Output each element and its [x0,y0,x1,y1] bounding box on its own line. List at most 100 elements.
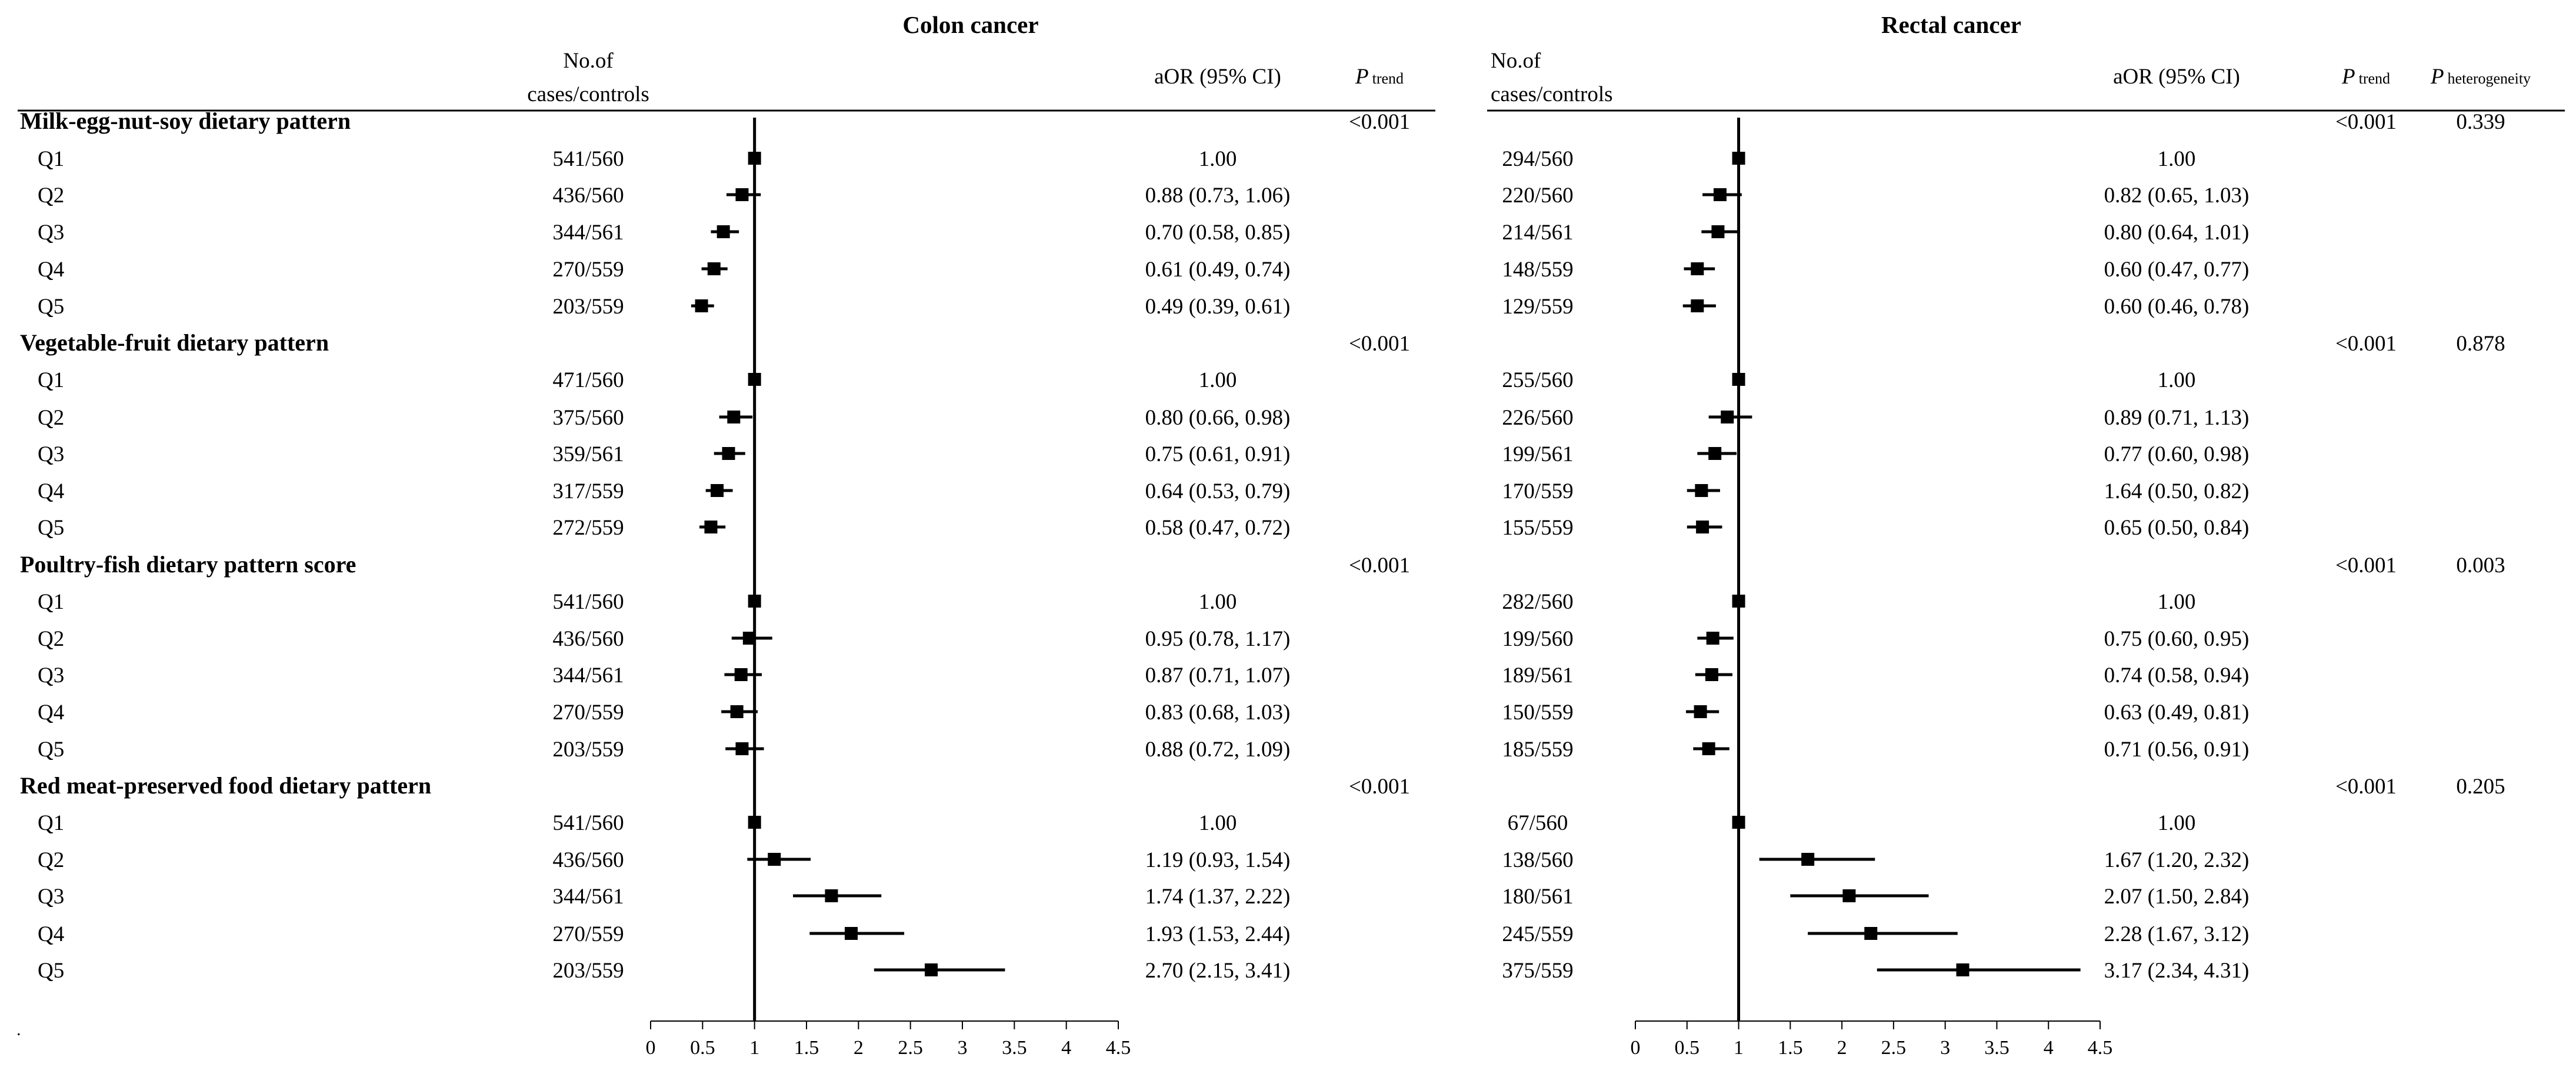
aor-ci-value: 1.00 [1199,811,1237,835]
aor-ci-value: 2.28 (1.67, 3.12) [2104,922,2250,946]
cases-controls-header: cases/controls [527,82,649,106]
cases-controls-header: No.of [1491,49,1541,73]
point-estimate-marker [1708,447,1722,460]
point-estimate-marker [735,742,749,755]
cases-controls-value: 282/560 [1502,590,1573,614]
cases-controls-value: 226/560 [1502,406,1573,430]
x-tick-label: 4.5 [2088,1037,2113,1059]
point-estimate-marker [1713,188,1727,201]
aor-ci-value: 1.64 (0.50, 0.82) [2104,479,2250,503]
cases-controls-value: 203/559 [552,295,624,319]
quintile-label: Q1 [38,811,64,835]
x-tick-label: 4.5 [1106,1037,1131,1059]
aor-ci-value: 0.80 (0.66, 0.98) [1145,406,1291,430]
point-estimate-marker [1956,963,1970,976]
aor-ci-value: 0.60 (0.47, 0.77) [2104,258,2250,282]
cases-controls-value: 199/560 [1502,627,1573,651]
x-tick-label: 0 [646,1037,656,1059]
cases-controls-value: 317/559 [552,479,624,503]
point-estimate-marker [1691,299,1704,312]
aor-ci-value: 0.60 (0.46, 0.78) [2104,295,2250,319]
aor-ci-value: 0.87 (0.71, 1.07) [1145,663,1291,688]
aor-ci-value: 1.00 [2158,590,2196,614]
cases-controls-value: 138/560 [1502,848,1573,872]
aor-ci-value: 0.64 (0.53, 0.79) [1145,479,1291,503]
point-estimate-marker [704,521,718,533]
cases-controls-value: 436/560 [552,184,624,208]
point-estimate-marker [711,484,724,497]
point-estimate-marker [748,816,761,829]
point-estimate-marker [825,889,838,902]
p-trend-value: <0.001 [2335,553,2397,578]
cases-controls-value: 189/561 [1502,663,1573,688]
quintile-label: Q2 [38,627,64,651]
cases-controls-value: 155/559 [1502,516,1573,540]
cases-controls-value: 150/559 [1502,701,1573,725]
quintile-label: Q4 [38,479,64,503]
p-trend-value: <0.001 [2335,110,2397,134]
point-estimate-marker [1696,521,1709,533]
x-tick-label: 0 [1631,1037,1641,1059]
aor-ci-value: 0.63 (0.49, 0.81) [2104,701,2250,725]
quintile-label: Q2 [38,406,64,430]
panel-title: Rectal cancer [1881,11,2021,38]
aor-ci-value: 0.80 (0.64, 1.01) [2104,221,2250,245]
aor-ci-value: 1.00 [2158,368,2196,392]
x-tick-label: 1.5 [1778,1037,1803,1059]
cases-controls-value: 272/559 [552,516,624,540]
p-heterogeneity-value: 0.205 [2456,775,2505,799]
x-tick-label: 0.5 [1675,1037,1700,1059]
aor-ci-value: 2.07 (1.50, 2.84) [2104,885,2250,909]
quintile-label: Q3 [38,885,64,909]
cases-controls-value: 270/559 [552,258,624,282]
group-label: Red meat-preserved food dietary pattern [20,772,431,799]
aor-header: aOR (95% CI) [1154,65,1281,89]
aor-ci-value: 1.74 (1.37, 2.22) [1145,885,1291,909]
aor-ci-value: 1.00 [1199,147,1237,171]
cases-controls-value: 541/560 [552,811,624,835]
point-estimate-marker [925,963,938,976]
aor-header: aOR (95% CI) [2113,65,2240,89]
quintile-label: Q4 [38,701,64,725]
aor-ci-value: 1.00 [1199,368,1237,392]
aor-ci-value: 0.61 (0.49, 0.74) [1145,258,1291,282]
group-label: Vegetable-fruit dietary pattern [20,329,329,356]
aor-ci-value: 0.74 (0.58, 0.94) [2104,663,2250,688]
cases-controls-value: 436/560 [552,627,624,651]
aor-ci-value: 0.70 (0.58, 0.85) [1145,221,1291,245]
point-estimate-marker [730,705,744,718]
aor-ci-value: 0.75 (0.61, 0.91) [1145,442,1291,466]
point-estimate-marker [1706,632,1719,645]
x-tick-label: 3 [1940,1037,1950,1059]
aor-ci-value: 0.95 (0.78, 1.17) [1145,627,1291,651]
point-estimate-marker [707,262,721,275]
quintile-label: Q1 [38,590,64,614]
cases-controls-value: 344/561 [552,221,624,245]
point-estimate-marker [1705,668,1718,681]
aor-ci-value: 0.88 (0.72, 1.09) [1145,738,1291,762]
cases-controls-value: 148/559 [1502,258,1573,282]
cases-controls-value: 436/560 [552,848,624,872]
cases-controls-value: 185/559 [1502,738,1573,762]
point-estimate-marker [734,668,748,681]
cases-controls-header: No.of [563,49,614,73]
p-trend-value: <0.001 [2335,775,2397,799]
x-tick-label: 2 [854,1037,864,1059]
cases-controls-value: 67/560 [1508,811,1568,835]
quintile-label: Q2 [38,848,64,872]
quintile-label: Q3 [38,221,64,245]
quintile-label: Q5 [38,959,64,983]
aor-ci-value: 1.93 (1.53, 2.44) [1145,922,1291,946]
cases-controls-value: 170/559 [1502,479,1573,503]
cases-controls-value: 270/559 [552,701,624,725]
point-estimate-marker [1711,225,1725,238]
x-tick-label: 1 [1734,1037,1744,1059]
point-estimate-marker [1702,742,1715,755]
point-estimate-marker [748,152,761,165]
cases-controls-value: 359/561 [552,442,624,466]
aor-ci-value: 0.49 (0.39, 0.61) [1145,295,1291,319]
point-estimate-marker [1801,853,1815,866]
x-tick-label: 2.5 [898,1037,923,1059]
